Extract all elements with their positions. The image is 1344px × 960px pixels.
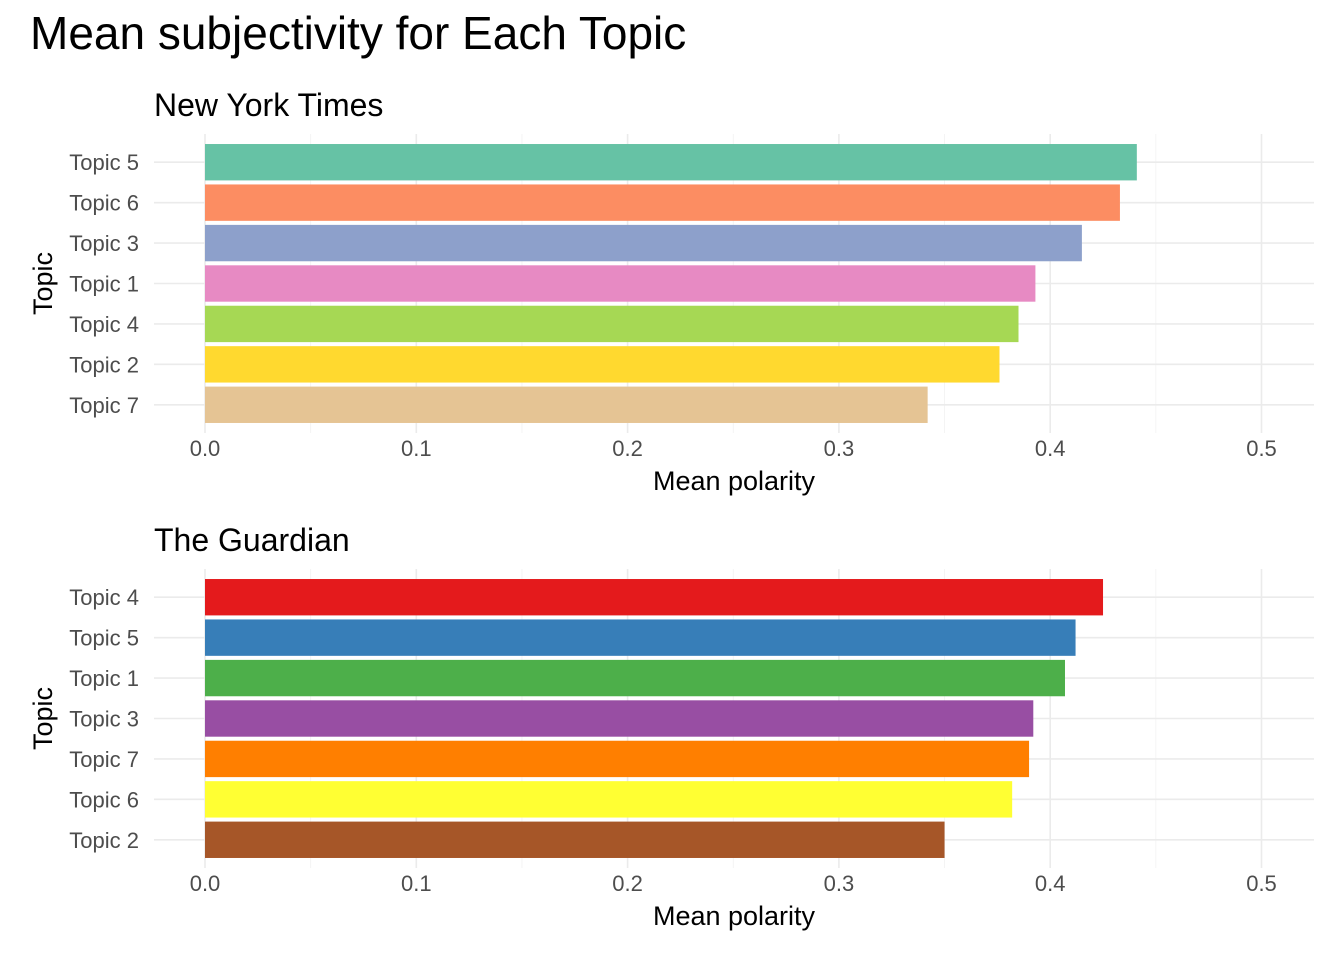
y-tick-label: Topic 5 <box>69 626 139 651</box>
y-tick-label: Topic 6 <box>69 191 139 216</box>
bar <box>205 700 1034 737</box>
chart-main-title: Mean subjectivity for Each Topic <box>30 7 687 59</box>
y-tick-label: Topic 7 <box>69 747 139 772</box>
y-tick-label: Topic 1 <box>69 272 139 297</box>
panel-title: The Guardian <box>154 522 350 558</box>
bar <box>205 579 1104 616</box>
y-tick-label: Topic 2 <box>69 352 139 377</box>
bar <box>205 305 1019 343</box>
x-tick-label: 0.5 <box>1246 436 1277 461</box>
bar <box>205 821 945 858</box>
x-tick-label: 0.4 <box>1035 871 1066 896</box>
y-tick-label: Topic 1 <box>69 666 139 691</box>
y-tick-label: Topic 3 <box>69 231 139 256</box>
y-tick-label: Topic 7 <box>69 393 139 418</box>
bar <box>205 224 1082 262</box>
x-tick-label: 0.2 <box>612 871 643 896</box>
bar <box>205 386 928 423</box>
y-tick-label: Topic 4 <box>69 312 139 337</box>
x-tick-label: 0.3 <box>824 436 855 461</box>
panel-title: New York Times <box>154 87 383 123</box>
x-tick-label: 0.0 <box>190 871 221 896</box>
bar <box>205 346 1000 383</box>
x-tick-label: 0.0 <box>190 436 221 461</box>
x-tick-label: 0.1 <box>401 436 432 461</box>
bar <box>205 659 1065 697</box>
x-tick-label: 0.2 <box>612 436 643 461</box>
bar <box>205 265 1036 302</box>
y-axis-title: Topic <box>28 252 58 315</box>
y-tick-label: Topic 6 <box>69 787 139 812</box>
bar <box>205 781 1013 818</box>
x-tick-label: 0.3 <box>824 871 855 896</box>
x-tick-label: 0.5 <box>1246 871 1277 896</box>
bar <box>205 184 1120 221</box>
bar <box>205 740 1030 778</box>
y-axis-title: Topic <box>28 687 58 750</box>
y-tick-label: Topic 3 <box>69 707 139 732</box>
y-tick-label: Topic 4 <box>69 585 139 610</box>
x-tick-label: 0.1 <box>401 871 432 896</box>
bar <box>205 619 1076 656</box>
x-axis-title: Mean polarity <box>653 466 816 496</box>
y-tick-label: Topic 5 <box>69 150 139 175</box>
bar <box>205 144 1137 181</box>
x-axis-title: Mean polarity <box>653 901 816 931</box>
x-tick-label: 0.4 <box>1035 436 1066 461</box>
y-tick-label: Topic 2 <box>69 828 139 853</box>
